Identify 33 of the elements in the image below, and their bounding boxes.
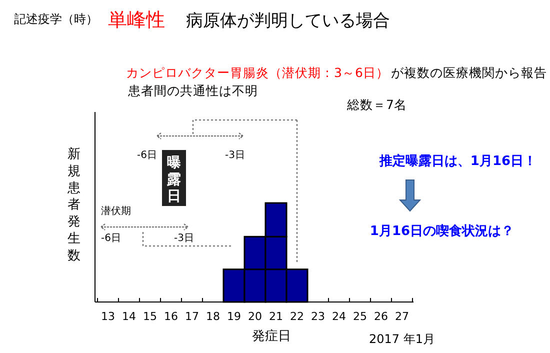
text: 総数＝7名: [346, 97, 407, 112]
x-tick-label: 15: [143, 310, 157, 323]
x-tick-label: 26: [374, 310, 388, 323]
x-tick-label: 21: [269, 310, 283, 323]
x-tick-label: 20: [248, 310, 262, 323]
x-axis-title: 発症日: [252, 329, 291, 344]
x-tick-label: 13: [101, 310, 115, 323]
y-axis-title: 新規患者発生数: [66, 147, 80, 264]
text: 記述疫学（時）: [14, 12, 98, 26]
annotation: -6日: [101, 233, 121, 244]
annotation: 曝露日: [166, 155, 181, 205]
text: 推定曝露日は、1月16日！: [378, 153, 537, 169]
text: が複数の医療機関から報告: [390, 65, 547, 80]
text: カンピロバクター胃腸炎（潜伏期：3～6日）: [126, 65, 389, 80]
x-tick-label: 27: [395, 310, 409, 323]
annotation: 潜伏期: [101, 205, 131, 217]
chart-subtitle: 病原体が判明している場合: [186, 11, 390, 31]
text: -6日: [137, 150, 157, 161]
x-tick-label: 22: [290, 310, 304, 323]
x-tick-label: 25: [353, 310, 367, 323]
x-tick-label: 24: [332, 310, 346, 323]
x-tick-label: 19: [227, 310, 241, 323]
x-tick-label: 16: [164, 310, 178, 323]
text: 2017 年1月: [369, 332, 435, 346]
text: -3日: [225, 150, 245, 161]
x-tick-label: 23: [311, 310, 325, 323]
chart-title: 単峰性: [108, 9, 165, 31]
text: 患者間の共通性は不明: [127, 83, 258, 98]
annotation: 1月16日の喫食状況は？: [370, 224, 514, 239]
x-tick-label: 14: [122, 310, 136, 323]
annotation: -3日: [174, 233, 194, 244]
x-tick-label: 18: [206, 310, 220, 323]
x-tick-label: 17: [185, 310, 199, 323]
